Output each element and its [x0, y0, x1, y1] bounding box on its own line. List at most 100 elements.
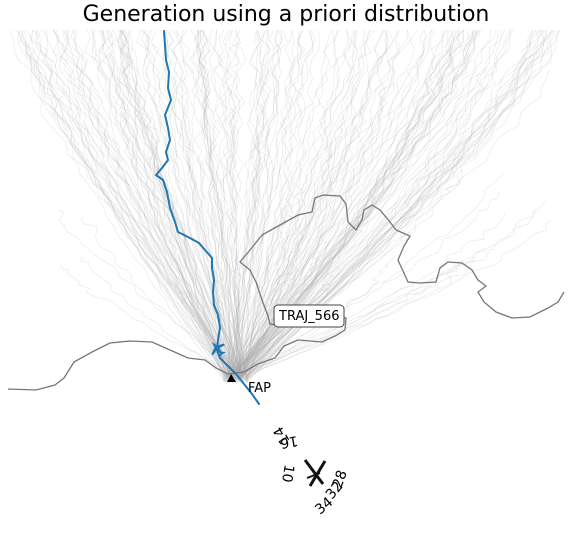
generated-trajectory [225, 29, 303, 382]
generated-trajectory [226, 29, 239, 377]
generated-trajectory [247, 113, 473, 380]
generated-trajectory [233, 29, 356, 377]
generated-trajectory [246, 68, 485, 383]
generated-trajectory [151, 29, 237, 378]
generated-trajectory [245, 29, 262, 379]
generated-trajectory [91, 29, 225, 377]
generated-trajectory [92, 29, 230, 380]
generated-trajectory [120, 29, 241, 383]
generated-trajectory [189, 29, 243, 375]
generated-trajectory [19, 37, 234, 377]
generated-trajectory [224, 29, 241, 381]
generated-trajectory [245, 29, 366, 382]
generated-trajectory [101, 29, 240, 377]
generated-trajectory [238, 29, 412, 378]
generated-trajectory [200, 29, 240, 376]
generated-trajectory [246, 29, 282, 383]
generated-trajectory [237, 29, 385, 375]
generated-trajectory [236, 29, 280, 376]
generated-trajectory [159, 29, 249, 380]
generated-trajectory [232, 179, 293, 383]
generated-trajectory [229, 29, 339, 375]
generated-trajectory [224, 29, 271, 380]
generated-trajectory [242, 29, 320, 376]
generated-trajectory [230, 220, 552, 383]
generated-trajectory [162, 29, 236, 382]
generated-trajectory [226, 208, 541, 378]
generated-trajectory [113, 29, 230, 376]
runway-diagram: 16 14 10 34 32 28 [271, 423, 351, 518]
generated-trajectory [231, 222, 305, 375]
generated-trajectory [19, 29, 246, 379]
generated-trajectory [241, 179, 309, 380]
generated-trajectory [174, 275, 231, 376]
generated-trajectory [238, 29, 261, 380]
generated-trajectory [90, 29, 228, 374]
generated-trajectory [37, 29, 228, 379]
generated-trajectory [231, 29, 260, 383]
generated-trajectory [34, 29, 248, 384]
generated-trajectory [42, 29, 234, 374]
generated-trajectory [239, 29, 358, 380]
generated-trajectory [23, 29, 228, 382]
generated-trajectory [117, 29, 237, 379]
generated-trajectory [106, 29, 226, 383]
generated-trajectory [179, 29, 231, 379]
generated-trajectory [193, 29, 235, 377]
generated-trajectory [164, 29, 237, 378]
generated-trajectory [233, 29, 247, 380]
generated-trajectory [120, 111, 231, 374]
generated-trajectory [173, 29, 246, 374]
generated-trajectory [218, 55, 246, 377]
generated-trajectory [237, 29, 272, 381]
generated-trajectory [224, 29, 332, 381]
highlighted-trajectory [155, 30, 260, 405]
generated-trajectory [145, 29, 241, 374]
generated-trajectory [98, 29, 226, 378]
generated-trajectory [74, 29, 233, 383]
generated-trajectory [230, 29, 352, 383]
generated-trajectory [225, 212, 505, 381]
generated-trajectory [241, 257, 472, 374]
generated-trajectory [80, 214, 236, 376]
generated-trajectory [234, 29, 400, 384]
generated-trajectory [21, 29, 237, 374]
generated-trajectory [233, 29, 390, 382]
generated-trajectory [171, 29, 234, 376]
generated-trajectory [15, 29, 245, 379]
generated-trajectory [234, 29, 372, 379]
generated-trajectory [238, 29, 263, 376]
generated-trajectory [226, 29, 283, 383]
triangle-waypoint-icon [227, 374, 236, 382]
generated-trajectory [52, 29, 228, 379]
generated-trajectory [225, 29, 370, 379]
flight-label-box: TRAJ_566 [273, 304, 345, 328]
generated-trajectory [231, 260, 462, 380]
generated-trajectory [247, 29, 340, 378]
generated-trajectory [75, 64, 237, 374]
aircraft-icon [211, 341, 226, 358]
generated-trajectory [116, 29, 231, 379]
generated-trajectory [73, 29, 246, 381]
waypoint-label: FAP [248, 381, 271, 396]
generated-trajectory [239, 29, 295, 376]
generated-trajectory [126, 29, 226, 382]
generated-trajectory [242, 142, 332, 377]
generated-trajectory [197, 29, 241, 382]
generated-trajectory [217, 29, 229, 379]
generated-trajectory [105, 29, 247, 376]
generated-trajectory [98, 29, 244, 377]
generated-trajectory [220, 90, 243, 377]
generated-trajectory [56, 29, 239, 377]
generated-trajectory [198, 29, 242, 383]
generated-trajectory [235, 81, 395, 381]
generated-trajectory [222, 29, 240, 380]
generated-trajectory [225, 32, 303, 378]
generated-trajectory [228, 70, 270, 377]
generated-trajectory [53, 29, 238, 378]
generated-trajectory [228, 169, 464, 375]
generated-trajectory [224, 147, 470, 377]
generated-trajectory [32, 29, 244, 382]
generated-trajectory [60, 264, 242, 377]
